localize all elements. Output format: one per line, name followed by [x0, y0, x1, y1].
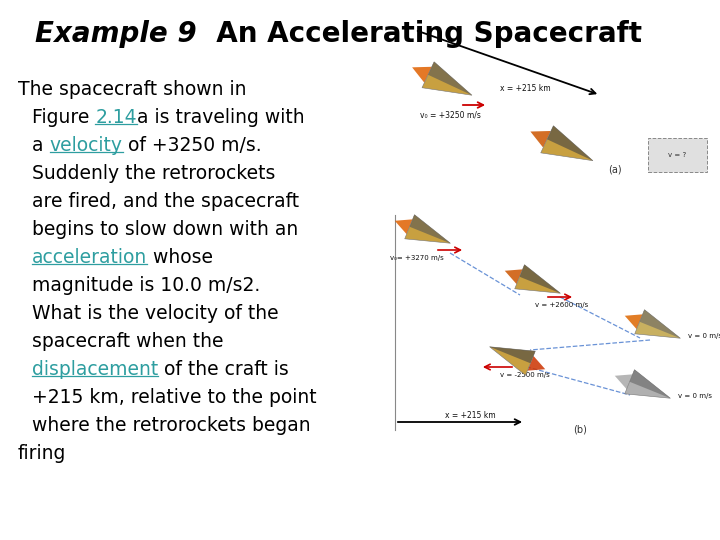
Text: (b): (b)	[573, 424, 587, 434]
Polygon shape	[422, 62, 472, 95]
Text: v = 0 m/s: v = 0 m/s	[688, 333, 720, 339]
Text: magnitude is 10.0 m/s2.: magnitude is 10.0 m/s2.	[32, 276, 260, 295]
Polygon shape	[541, 126, 593, 161]
Text: firing: firing	[18, 444, 66, 463]
Text: Example 9: Example 9	[35, 20, 197, 48]
Text: begins to slow down with an: begins to slow down with an	[32, 220, 298, 239]
FancyBboxPatch shape	[648, 138, 707, 172]
Text: 2.14: 2.14	[95, 108, 137, 127]
Polygon shape	[625, 314, 642, 329]
Text: v₀ = +3250 m/s: v₀ = +3250 m/s	[420, 111, 481, 120]
Text: a: a	[32, 136, 50, 155]
Text: a is traveling with: a is traveling with	[137, 108, 305, 127]
Polygon shape	[395, 219, 413, 234]
Polygon shape	[405, 215, 451, 243]
Polygon shape	[515, 265, 560, 293]
Text: (a): (a)	[608, 164, 622, 174]
Polygon shape	[490, 347, 535, 363]
Polygon shape	[531, 131, 551, 147]
Text: x = +215 km: x = +215 km	[445, 411, 495, 420]
Text: where the retrorockets began: where the retrorockets began	[32, 416, 310, 435]
Polygon shape	[412, 67, 432, 83]
Text: whose: whose	[148, 248, 213, 267]
Text: v = -2500 m/s: v = -2500 m/s	[500, 372, 550, 378]
Text: spacecraft when the: spacecraft when the	[32, 332, 223, 351]
Polygon shape	[615, 374, 633, 389]
Polygon shape	[410, 215, 451, 243]
Text: An Accelerating Spacecraft: An Accelerating Spacecraft	[197, 20, 642, 48]
Polygon shape	[639, 310, 680, 338]
Polygon shape	[625, 370, 670, 398]
Text: v = 0 m/s: v = 0 m/s	[678, 393, 712, 399]
Text: of the craft is: of the craft is	[158, 360, 289, 379]
Text: v₀= +3270 m/s: v₀= +3270 m/s	[390, 255, 444, 261]
Text: displacement: displacement	[32, 360, 158, 379]
Text: velocity: velocity	[50, 136, 122, 155]
Text: What is the velocity of the: What is the velocity of the	[32, 304, 279, 323]
Polygon shape	[528, 356, 545, 370]
Polygon shape	[428, 62, 472, 95]
Text: x = +215 km: x = +215 km	[500, 84, 551, 93]
Text: of +3250 m/s.: of +3250 m/s.	[122, 136, 262, 155]
Polygon shape	[490, 347, 535, 375]
Polygon shape	[505, 269, 523, 284]
Text: are fired, and the spacecraft: are fired, and the spacecraft	[32, 192, 299, 211]
Polygon shape	[635, 310, 680, 338]
Text: acceleration: acceleration	[32, 248, 148, 267]
Text: +215 km, relative to the point: +215 km, relative to the point	[32, 388, 317, 407]
Text: v = ?: v = ?	[668, 152, 686, 158]
Polygon shape	[629, 370, 670, 398]
Text: Figure: Figure	[32, 108, 95, 127]
Text: The spacecraft shown in: The spacecraft shown in	[18, 80, 246, 99]
Polygon shape	[520, 265, 560, 293]
Text: v = +2600 m/s: v = +2600 m/s	[535, 302, 588, 308]
Text: Suddenly the retrorockets: Suddenly the retrorockets	[32, 164, 275, 183]
Polygon shape	[547, 126, 593, 161]
